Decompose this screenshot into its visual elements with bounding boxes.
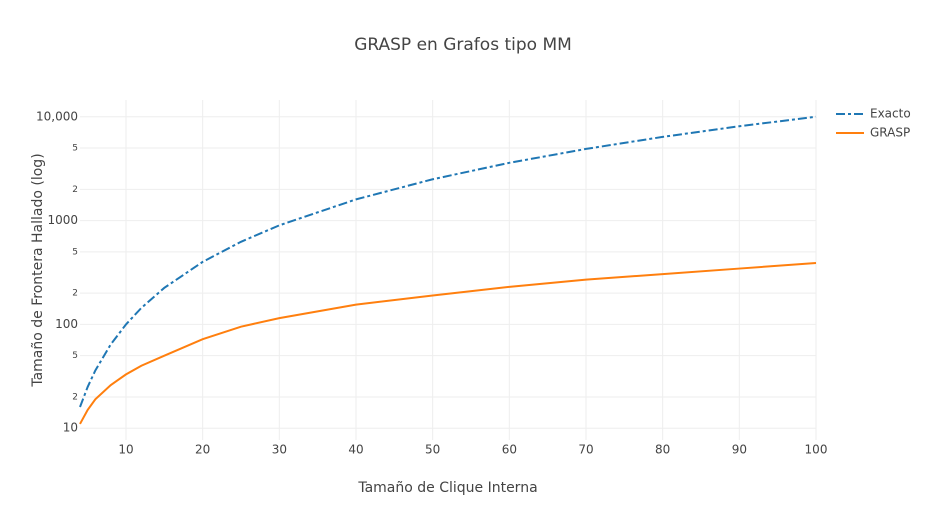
line-series: [79, 262, 817, 425]
y-tick-label: 5: [72, 247, 78, 257]
x-tick-label: 100: [805, 443, 828, 457]
legend-label: Exacto: [870, 107, 911, 121]
x-tick-label: 30: [272, 443, 287, 457]
chart-title: GRASP en Grafos tipo MM: [354, 35, 572, 55]
x-tick-label: 50: [425, 443, 440, 457]
x-tick-label: 60: [502, 443, 517, 457]
y-tick-label: 5: [72, 351, 78, 361]
line-series: [79, 115, 817, 408]
y-tick-label: 1000: [47, 213, 78, 227]
x-tick-label: 90: [732, 443, 747, 457]
x-tick-label: 70: [578, 443, 593, 457]
y-tick-label: 100: [55, 317, 78, 331]
x-axis-title: Tamaño de Clique Interna: [357, 480, 537, 496]
y-tick-label: 2: [72, 185, 78, 195]
x-tick-label: 40: [348, 443, 363, 457]
y-tick-label: 5: [72, 144, 78, 154]
legend-label: GRASP: [870, 126, 910, 140]
y-axis-title: Tamaño de Frontera Hallado (log): [30, 153, 46, 387]
x-tick-label: 80: [655, 443, 670, 457]
y-tick-label: 10: [63, 421, 78, 435]
x-tick-label: 20: [195, 443, 210, 457]
y-tick-label: 2: [72, 392, 78, 402]
y-tick-label: 2: [72, 289, 78, 299]
x-tick-label: 10: [118, 443, 133, 457]
y-tick-label: 10,000: [36, 109, 78, 123]
